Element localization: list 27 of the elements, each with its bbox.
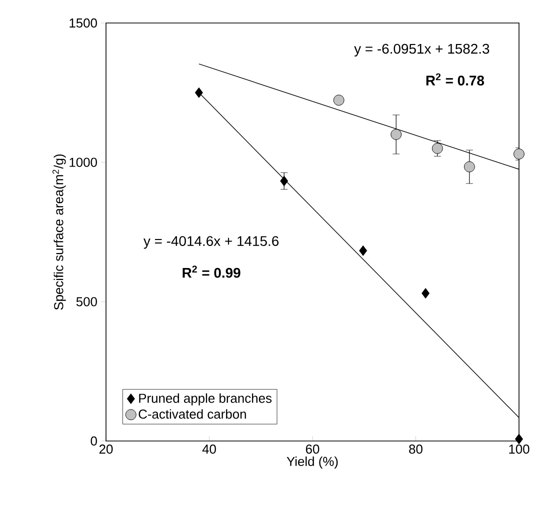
x-tick-label: 60 bbox=[306, 444, 320, 454]
point bbox=[514, 148, 524, 160]
annotation: R$^{2}$ = 0.78 bbox=[426, 73, 484, 86]
point bbox=[390, 129, 402, 140]
annotation: R$^{2}$ = 0.99 bbox=[182, 266, 240, 278]
legend-label: C-activated carbon bbox=[138, 409, 246, 419]
point bbox=[359, 245, 368, 256]
y-tick-label: 1000 bbox=[70, 158, 97, 167]
legend-label: Pruned apple branches bbox=[139, 393, 272, 406]
x-tick-label: 100 bbox=[509, 444, 530, 454]
x-tick-label: 20 bbox=[99, 444, 113, 454]
point bbox=[333, 94, 344, 106]
y-tick-label: 500 bbox=[76, 297, 97, 306]
annotation: y = -6.0951x + 1582.3 bbox=[354, 44, 490, 56]
point bbox=[464, 161, 475, 172]
point bbox=[422, 288, 430, 299]
point bbox=[432, 142, 443, 154]
x-tick-label: 40 bbox=[202, 444, 216, 454]
point bbox=[280, 176, 288, 186]
point bbox=[514, 434, 523, 444]
y-tick-label: 1500 bbox=[70, 18, 97, 28]
y-tick-label: 0 bbox=[90, 436, 97, 446]
x-tick-label: 80 bbox=[409, 444, 422, 454]
y-axis-title: Specific surface area(m$^{2}$/g) bbox=[52, 154, 66, 310]
x-axis-title: Yield (%) bbox=[286, 456, 338, 469]
point bbox=[194, 87, 203, 98]
annotation: y = -4014.6x + 1415.6 bbox=[143, 236, 279, 249]
